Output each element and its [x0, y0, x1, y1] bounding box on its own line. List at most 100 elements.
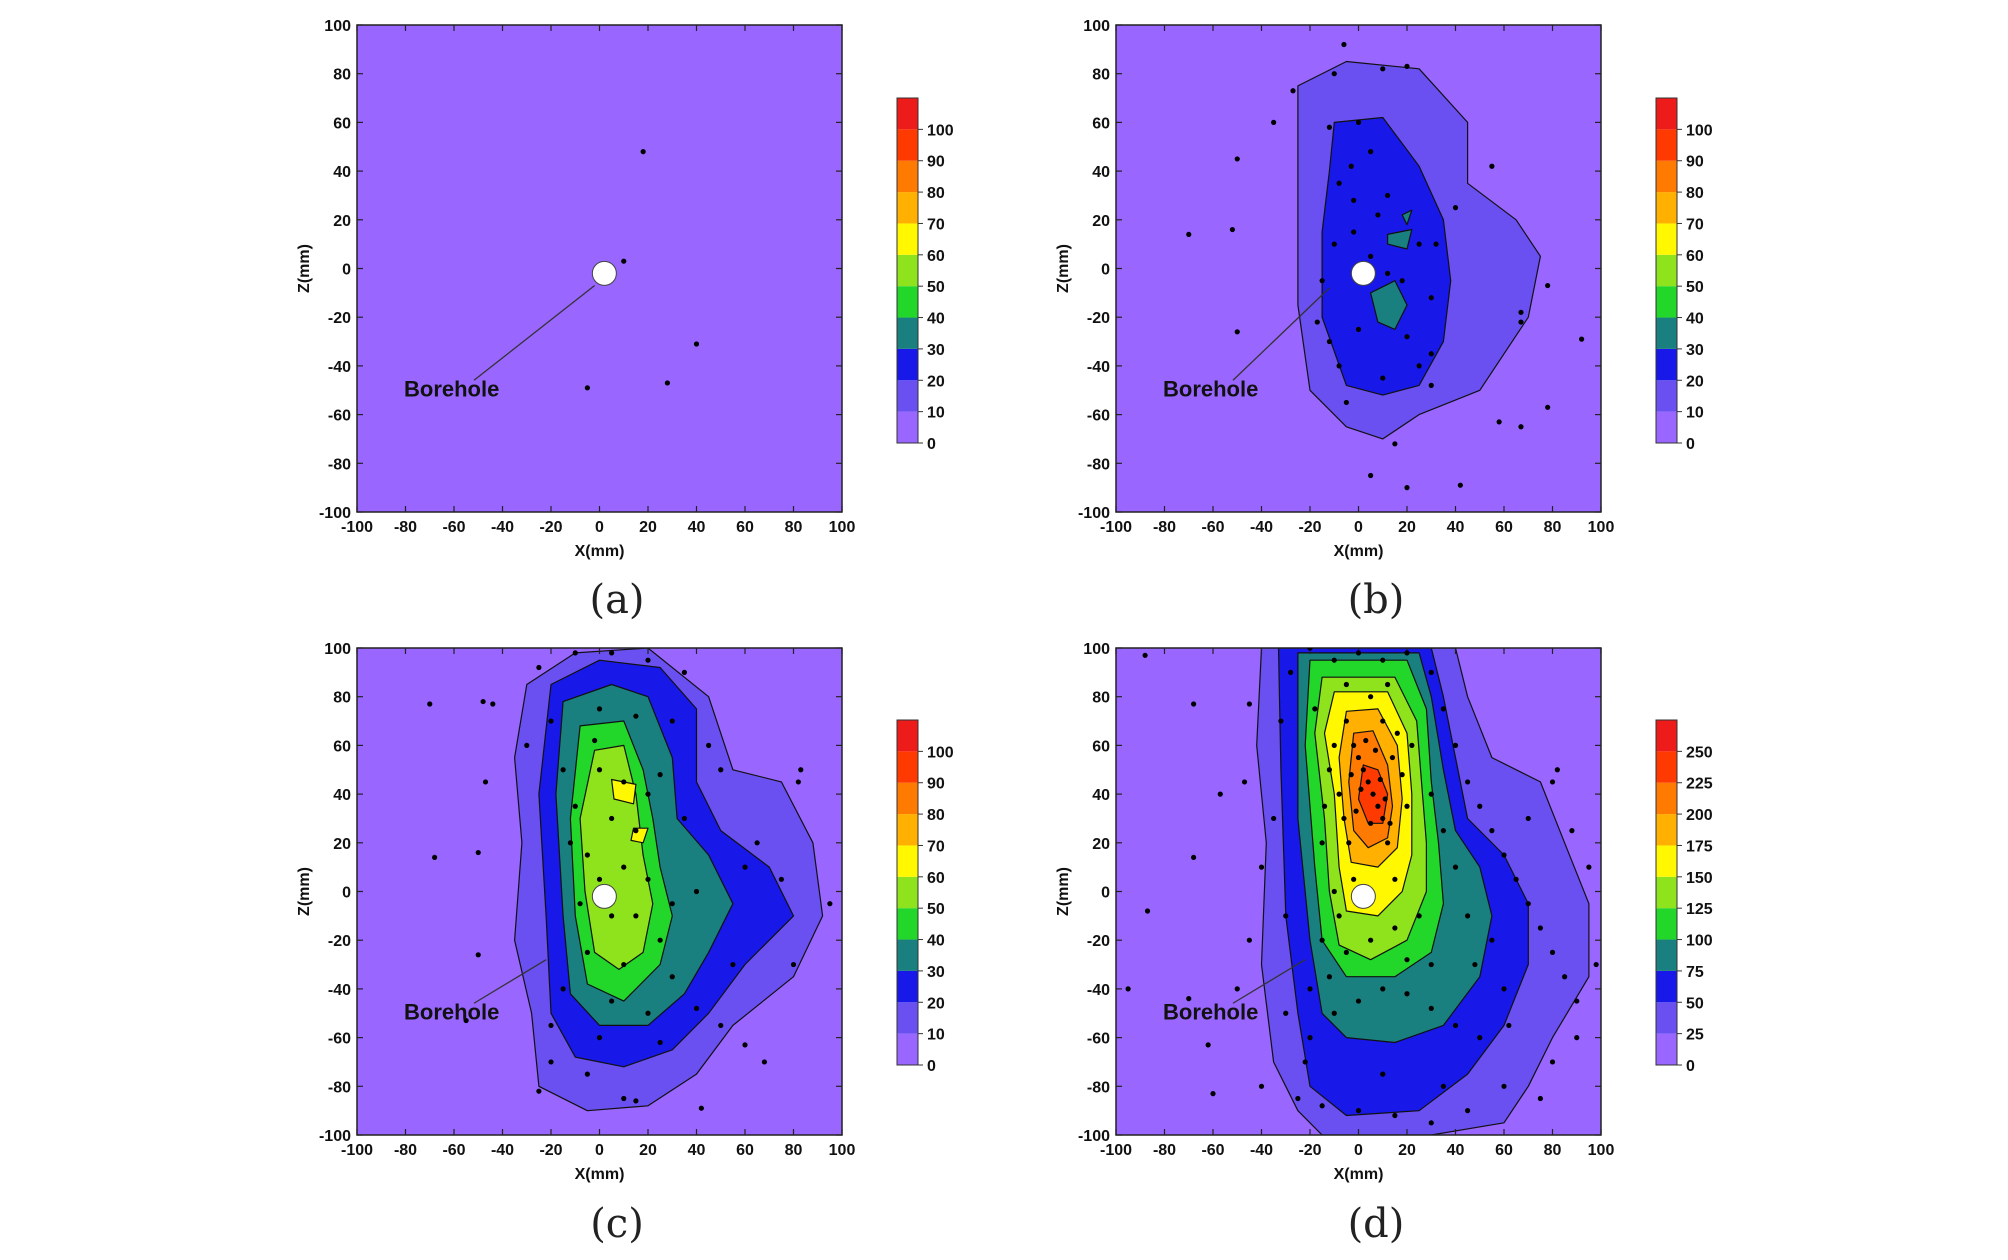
colorbar-label: 80 [927, 807, 945, 824]
colorbar-swatch [1656, 1002, 1677, 1034]
event-point [1312, 706, 1318, 712]
event-point [1258, 864, 1265, 870]
colorbar-swatch [897, 814, 918, 846]
y-tick-label: -40 [328, 982, 351, 999]
x-tick-label: 60 [1495, 519, 1513, 536]
event-point [645, 657, 651, 663]
colorbar-label: 50 [927, 901, 945, 918]
x-tick-label: 40 [688, 1142, 706, 1159]
y-tick-label: 80 [333, 67, 351, 84]
event-point [1477, 1035, 1483, 1041]
colorbar-label: 25 [1686, 1027, 1704, 1044]
borehole-pointer [1232, 287, 1330, 381]
event-point [1336, 791, 1342, 797]
event-point [1554, 767, 1560, 773]
event-point [475, 849, 481, 856]
contour-fills [1256, 648, 1590, 1135]
borehole-marker [1350, 883, 1376, 909]
colorbar-label: 90 [1686, 154, 1704, 171]
colorbar-label: 225 [1686, 776, 1713, 793]
event-point [1290, 88, 1296, 94]
event-point [1385, 840, 1391, 846]
event-points [1186, 41, 1585, 491]
colorbar-swatch [897, 908, 918, 940]
event-point [1336, 180, 1342, 186]
y-tick-label: 40 [333, 164, 351, 181]
x-tick-label: -20 [539, 519, 562, 536]
colorbar-swatch [897, 782, 918, 815]
x-axis-label: X(mm) [575, 543, 625, 560]
y-tick-label: 60 [333, 115, 351, 132]
event-point [1404, 650, 1410, 656]
x-tick-label: 60 [736, 519, 754, 536]
y-tick-label: 0 [1101, 885, 1110, 902]
y-tick-label: 100 [324, 18, 351, 35]
y-tick-label: -80 [328, 1079, 351, 1096]
colorbar-label: 50 [1686, 995, 1704, 1012]
event-point [1428, 791, 1434, 797]
event-point [1283, 1010, 1289, 1016]
colorbar-label: 80 [927, 185, 945, 202]
event-point [1346, 840, 1352, 846]
event-point [1574, 998, 1580, 1004]
x-tick-label: -80 [1153, 1142, 1176, 1159]
event-point [1377, 776, 1383, 783]
colorbar-swatch [897, 254, 918, 287]
event-point [560, 767, 566, 773]
colorbar-swatch [1656, 939, 1677, 971]
contour-fills [1297, 60, 1542, 440]
event-point [1428, 295, 1434, 301]
colorbar-label: 100 [927, 122, 954, 139]
y-tick-label: 20 [333, 213, 351, 230]
event-point [1302, 1059, 1308, 1065]
y-tick-label: 60 [1092, 738, 1110, 755]
event-point [596, 1035, 603, 1041]
colorbar-swatch [1656, 908, 1677, 940]
colorbar-label: 100 [927, 744, 954, 761]
colorbar-swatch [1656, 751, 1677, 783]
x-tick-label: -100 [1100, 519, 1132, 536]
event-point [427, 701, 433, 707]
event-point [609, 815, 615, 822]
event-point [681, 815, 687, 822]
contour-fills [513, 648, 824, 1112]
borehole-label: Borehole [1163, 376, 1258, 401]
event-point [621, 1095, 627, 1102]
colorbar-swatch [897, 845, 918, 877]
x-tick-label: -40 [491, 1142, 514, 1159]
event-point [1307, 986, 1313, 992]
event-point [1319, 840, 1325, 846]
event-point [584, 385, 590, 391]
colorbar-swatch [897, 98, 918, 130]
y-tick-label: -20 [328, 933, 351, 950]
event-point [592, 737, 598, 744]
event-point [1372, 747, 1379, 753]
event-point [778, 876, 784, 882]
y-tick-label: -100 [319, 505, 351, 522]
event-point [596, 767, 603, 773]
contour-level-50 [579, 744, 654, 971]
event-point [1440, 1083, 1446, 1089]
event-point [1440, 706, 1446, 712]
event-point [754, 840, 760, 846]
event-point [1343, 399, 1349, 406]
x-tick-label: 40 [688, 519, 706, 536]
event-point [1331, 71, 1337, 77]
colorbar-swatch [1656, 876, 1677, 909]
colorbar-swatch [1656, 160, 1677, 193]
event-point [584, 852, 590, 858]
event-point [1246, 701, 1252, 707]
colorbar-label: 40 [1686, 311, 1704, 328]
event-point [463, 1017, 469, 1024]
y-tick-label: 80 [1092, 690, 1110, 707]
event-point [669, 901, 675, 907]
y-tick-label: -20 [1087, 310, 1110, 327]
colorbar-swatch [897, 970, 918, 1003]
event-point [742, 1042, 748, 1048]
event-point [1341, 41, 1347, 48]
event-point [1518, 309, 1524, 315]
x-tick-label: 0 [595, 1142, 604, 1159]
event-point [621, 779, 627, 785]
colorbar-swatch [897, 380, 918, 412]
event-point [1537, 1095, 1543, 1102]
